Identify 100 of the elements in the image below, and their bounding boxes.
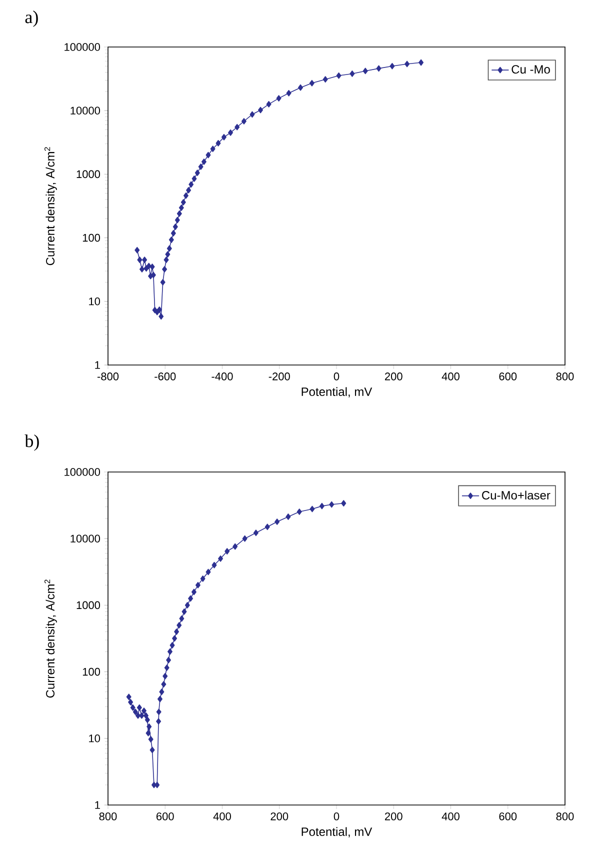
point [132, 708, 138, 716]
y-tick-label: 1 [95, 361, 100, 369]
x-tick-label: 800 [556, 372, 574, 380]
point [146, 262, 152, 270]
x-tick-label: 200 [385, 372, 402, 380]
point [164, 256, 169, 264]
point [172, 224, 178, 230]
point [188, 595, 194, 602]
point [298, 84, 304, 91]
x-tick-label: 800 [556, 812, 574, 820]
x-tick-label: -200 [268, 372, 290, 380]
point [228, 129, 234, 136]
point [156, 708, 162, 716]
point [128, 698, 134, 706]
point [172, 635, 178, 642]
point [130, 704, 136, 711]
point [274, 518, 280, 525]
point [336, 72, 342, 79]
x-tick-label: 600 [499, 812, 517, 820]
x-tick-label: 400 [442, 372, 460, 380]
point [158, 313, 164, 320]
point [168, 236, 174, 243]
point [212, 562, 217, 568]
point [179, 615, 184, 622]
y-tick-label: 100000 [64, 468, 100, 476]
y-tick-label: 10000 [70, 106, 100, 114]
point [166, 245, 172, 252]
y-tick-label: 10 [89, 298, 100, 306]
point [143, 712, 148, 719]
x-tick-label: 800 [99, 812, 117, 820]
point [258, 106, 264, 114]
point [232, 543, 238, 550]
point [150, 264, 155, 270]
point [266, 101, 272, 108]
point [150, 746, 155, 754]
point [210, 146, 216, 152]
point [139, 266, 144, 272]
point [329, 501, 334, 508]
point [186, 187, 192, 194]
point [141, 708, 146, 714]
point [170, 230, 176, 236]
point [183, 192, 188, 199]
x-tick-label: 200 [385, 812, 402, 820]
point [286, 514, 291, 520]
point [184, 602, 190, 608]
point [144, 716, 150, 724]
point [182, 608, 187, 615]
point [166, 656, 172, 664]
point [161, 681, 166, 688]
x-tick-label: -400 [212, 372, 233, 380]
point [174, 628, 180, 635]
point [164, 664, 170, 671]
y-tick-label: 10000 [70, 534, 100, 542]
point [206, 568, 211, 576]
point [146, 723, 152, 730]
y-tick-label: 1 [95, 801, 100, 809]
legend-label: Cu-Mo+laser [482, 490, 550, 500]
point [319, 502, 324, 510]
point [310, 506, 315, 512]
point [170, 642, 175, 648]
point [156, 306, 162, 313]
point [134, 246, 140, 254]
point [192, 175, 197, 182]
x-tick-label: -800 [97, 372, 119, 380]
point [194, 170, 200, 176]
y-tick-label: 100 [82, 668, 100, 676]
point [286, 90, 292, 96]
point [234, 124, 240, 130]
point [198, 164, 204, 170]
point [142, 256, 148, 264]
point [195, 582, 200, 588]
point [135, 712, 140, 719]
legend-label: Cu -Mo [512, 65, 550, 74]
point [276, 95, 282, 102]
point [390, 62, 395, 70]
y-axis-title: Current density, A/cm$^{2}$ [44, 580, 57, 698]
x-tick-label: 0 [334, 812, 340, 820]
x-tick-label: 600 [156, 812, 174, 820]
point [253, 530, 258, 536]
point [350, 70, 355, 77]
point [174, 216, 180, 224]
point [218, 555, 224, 562]
point [224, 548, 230, 554]
point [191, 588, 196, 596]
x-axis-title: Potential, mV [302, 827, 372, 838]
point [136, 704, 142, 711]
chart-title: a) [25, 10, 38, 27]
point [296, 508, 302, 515]
y-tick-label: 1000 [76, 601, 100, 610]
x-tick-label: 600 [499, 372, 517, 380]
point [264, 524, 270, 530]
point [418, 59, 424, 66]
point [160, 279, 166, 286]
point [200, 575, 206, 582]
point [159, 688, 164, 696]
point [176, 210, 182, 217]
point [157, 696, 162, 702]
y-tick-label: 1000 [76, 170, 100, 178]
point [362, 68, 368, 74]
point [376, 65, 382, 72]
